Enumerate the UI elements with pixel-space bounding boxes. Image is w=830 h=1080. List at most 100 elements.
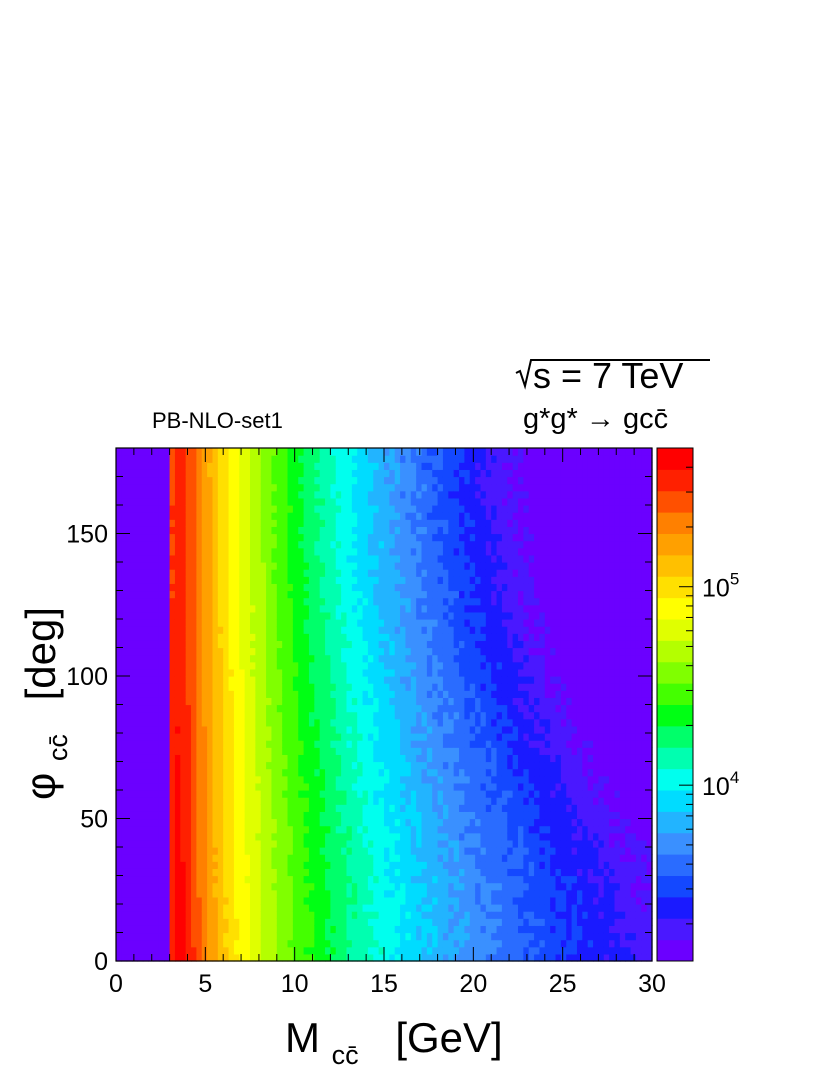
heatmap-cell [239,483,246,492]
heatmap-cell [330,533,337,542]
heatmap-cell [448,640,455,649]
heatmap-cell [410,861,417,869]
heatmap-cell [410,455,417,463]
heatmap-cell [180,611,187,620]
heatmap-cell [475,904,482,912]
heatmap-cell [410,747,417,755]
heatmap-cell [389,533,396,542]
heatmap-cell [475,668,482,677]
heatmap-cell [121,547,128,556]
heatmap-cell [389,583,396,592]
heatmap-cell [126,476,133,485]
heatmap-cell [308,583,315,592]
heatmap-cell [394,790,401,798]
heatmap-cell [367,547,374,556]
heatmap-cell [421,611,428,620]
heatmap-cell [410,946,417,955]
heatmap-cell [132,483,139,492]
heatmap-cell [421,583,428,592]
heatmap-cell [405,583,412,592]
heatmap-cell [121,775,128,784]
heatmap-cell [196,469,203,478]
heatmap-cell [330,911,337,919]
heatmap-cell [437,533,444,542]
heatmap-cell [121,932,128,941]
heatmap-cell [271,818,278,827]
heatmap-cell [276,782,283,791]
heatmap-cell [394,811,401,820]
heatmap-cell [335,583,342,592]
heatmap-cell [191,832,197,841]
heatmap-cell [292,747,299,755]
heatmap-cell [362,683,369,691]
heatmap-cell [453,718,460,727]
heatmap-cell [228,825,235,834]
heatmap-cell [330,711,337,720]
heatmap-cell [260,911,267,919]
heatmap-cell [303,590,310,599]
heatmap-cell [362,747,369,755]
heatmap-cell [180,953,187,962]
heatmap-cell [233,604,240,613]
heatmap-cell [137,626,144,634]
heatmap-cell [158,797,165,805]
heatmap-cell [116,875,122,884]
heatmap-cell [282,725,289,734]
heatmap-cell [250,904,256,912]
heatmap-cell [394,576,401,584]
heatmap-cell [212,597,219,606]
heatmap-cell [442,747,449,755]
heatmap-cell [116,932,122,941]
heatmap-cell [244,619,251,627]
heatmap-cell [362,676,369,684]
heatmap-cell [282,490,289,499]
heatmap-cell [153,554,160,563]
heatmap-cell [158,733,165,741]
heatmap-cell [405,861,412,869]
heatmap-cell [384,647,390,656]
heatmap-cell [266,526,273,535]
heatmap-cell [351,469,358,478]
heatmap-cell [266,640,273,649]
heatmap-cell [196,918,203,926]
heatmap-cell [325,633,331,641]
heatmap-cell [426,768,433,777]
heatmap-cell [459,875,465,884]
heatmap-cell [276,519,283,527]
heatmap-cell [233,533,240,542]
heatmap-cell [357,519,364,527]
heatmap-cell [319,854,326,862]
heatmap-cell [180,868,187,877]
heatmap-cell [335,825,342,834]
heatmap-cell [212,604,219,613]
heatmap-cell [196,476,203,485]
heatmap-cell [303,619,310,627]
heatmap-cell [271,797,278,805]
heatmap-cell [351,697,358,706]
heatmap-cell [389,733,396,741]
heatmap-cell [298,476,305,485]
heatmap-cell [158,668,165,677]
heatmap-cell [464,462,471,470]
heatmap-cell [341,839,348,848]
heatmap-cell [384,469,390,478]
heatmap-cell [158,604,165,613]
heatmap-cell [169,697,176,706]
heatmap-cell [207,469,214,478]
heatmap-cell [384,562,390,570]
heatmap-cell [255,633,262,641]
heatmap-cell [346,668,353,677]
heatmap-cell [437,554,444,563]
heatmap-cell [180,875,187,884]
heatmap-cell [384,583,390,592]
heatmap-cell [276,455,283,463]
heatmap-cell [180,733,187,741]
heatmap-cell [362,512,369,520]
heatmap-cell [153,497,160,506]
heatmap-cell [191,854,197,862]
heatmap-cell [308,896,315,905]
heatmap-cell [212,832,219,841]
heatmap-cell [174,946,181,955]
heatmap-cell [185,683,192,691]
heatmap-cell [132,925,139,934]
